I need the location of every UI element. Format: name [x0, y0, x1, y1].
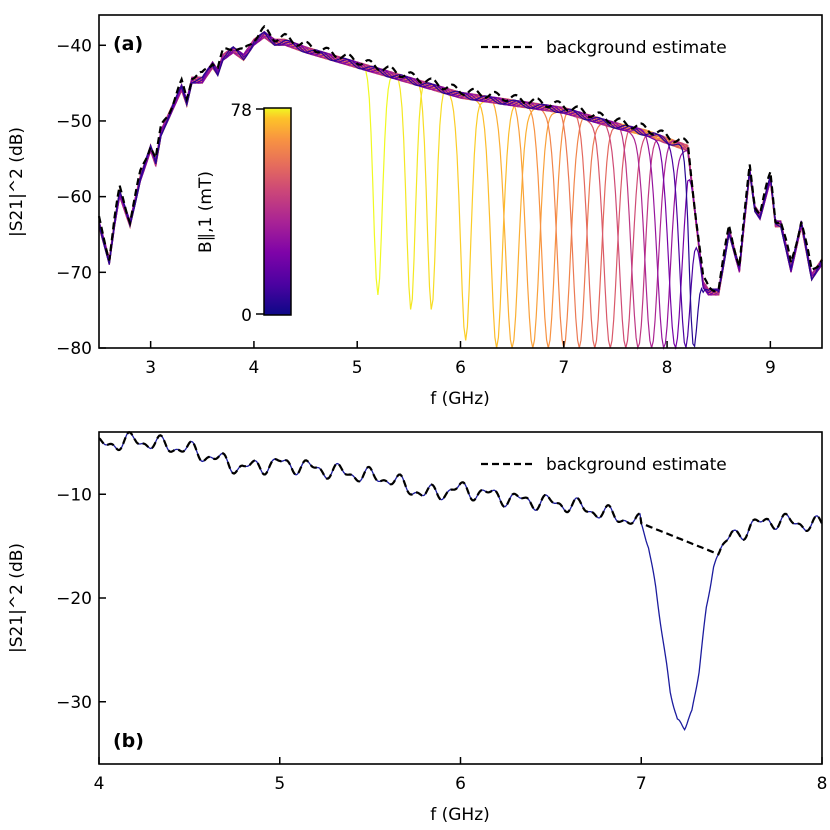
- y-tick-label: −10: [56, 485, 92, 505]
- panel-b-ticks: 4 5 6 7 8 −10 −20 −30: [56, 485, 827, 794]
- x-tick-label: 6: [455, 358, 466, 378]
- y-tick-label: −70: [56, 263, 92, 283]
- background-estimate-line-b: [98, 430, 823, 556]
- x-tick-label: 5: [274, 774, 285, 794]
- y-tick-label: −80: [56, 339, 92, 359]
- y-tick-label: −50: [56, 112, 92, 132]
- panel-b-ylabel: |S21|^2 (dB): [7, 543, 27, 653]
- colorbar-min-label: 0: [241, 306, 252, 326]
- colorbar: 78 0 B∥,1 (mT): [196, 101, 292, 326]
- panel-a-legend: background estimate: [481, 38, 727, 58]
- x-tick-label: 4: [249, 358, 260, 378]
- panel-a: 3 4 5 6 7 8 9−40−50−60−70−80 (a) background es…: [7, 14, 823, 409]
- panel-b-label: (b): [113, 730, 144, 752]
- legend-label-b: background estimate: [546, 455, 727, 475]
- panel-b-plot-area: [99, 432, 822, 764]
- y-tick-label: −40: [56, 36, 92, 56]
- y-tick-label: −60: [56, 188, 92, 208]
- x-tick-label: 4: [94, 774, 105, 794]
- panel-b-legend: background estimate: [481, 455, 727, 475]
- panel-b-background-line: [98, 430, 823, 556]
- panel-a-ticks: 3 4 5 6 7 8 9−40−50−60−70−80: [56, 36, 776, 378]
- colorbar-max-label: 78: [230, 101, 252, 121]
- y-tick-label: −30: [56, 693, 92, 713]
- colorbar-label: B∥,1 (mT): [196, 171, 216, 253]
- panel-a-background-line: [97, 24, 823, 293]
- x-tick-label: 7: [636, 774, 647, 794]
- panel-b-xlabel: f (GHz): [430, 805, 490, 825]
- x-tick-label: 7: [558, 358, 569, 378]
- x-tick-label: 5: [352, 358, 363, 378]
- x-tick-label: 8: [817, 774, 828, 794]
- panel-b: 4 5 6 7 8 −10 −20 −30 (b) background estimate f…: [7, 430, 827, 825]
- x-tick-label: 9: [765, 358, 776, 378]
- x-tick-label: 6: [455, 774, 466, 794]
- x-tick-label: 3: [145, 358, 156, 378]
- panel-a-ylabel: |S21|^2 (dB): [7, 127, 27, 237]
- x-tick-label: 8: [662, 358, 673, 378]
- panel-a-label: (a): [113, 33, 143, 55]
- background-estimate-line-a: [97, 24, 823, 293]
- y-tick-label: −20: [56, 589, 92, 609]
- colorbar-gradient: [263, 107, 292, 316]
- panel-a-xlabel: f (GHz): [430, 389, 490, 409]
- legend-label-a: background estimate: [546, 38, 727, 58]
